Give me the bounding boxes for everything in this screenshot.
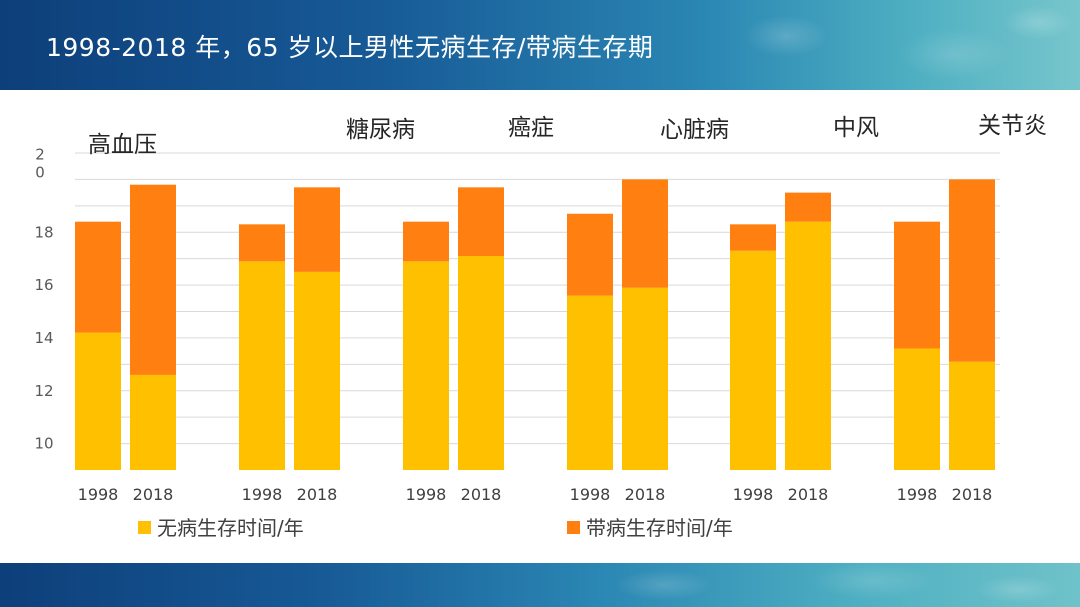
bar-healthy [730, 250, 776, 470]
group-label: 癌症 [508, 115, 554, 141]
x-tick-label: 1998 [242, 485, 283, 504]
bar-healthy [130, 374, 176, 470]
group-label: 心脏病 [660, 117, 729, 143]
y-tick-label: 12 [34, 382, 53, 400]
y-tick-label: 10 [34, 435, 53, 453]
group-label: 关节炎 [978, 113, 1047, 139]
bar-diseased [458, 187, 504, 257]
bar-diseased [894, 221, 940, 349]
x-tick-label: 2018 [461, 485, 502, 504]
x-tick-label: 1998 [570, 485, 611, 504]
legend-swatch [567, 521, 580, 534]
bar-healthy [75, 332, 121, 470]
header-band: 1998-2018 年，65 岁以上男性无病生存/带病生存期 [0, 0, 1080, 90]
bar-diseased [785, 192, 831, 222]
bar-healthy [894, 348, 940, 470]
bar-diseased [239, 224, 285, 262]
bar-diseased [622, 179, 668, 288]
bars [75, 179, 995, 470]
footer-band [0, 563, 1080, 607]
x-axis-ticks: 1998 2018 1998 2018 1998 2018 1998 2018 1998 2018… [78, 485, 993, 504]
group-label: 中风 [833, 115, 879, 141]
legend-label: 带病生存时间/年 [586, 516, 733, 540]
bar-healthy [567, 295, 613, 470]
group-label: 糖尿病 [346, 117, 415, 143]
bar-healthy [622, 287, 668, 470]
bar-healthy [403, 261, 449, 470]
grid-layer [75, 152, 1000, 445]
x-tick-label: 1998 [78, 485, 119, 504]
y-tick-label: 0 [35, 163, 45, 181]
y-tick-label: 14 [34, 329, 53, 347]
bar-healthy [458, 256, 504, 470]
bar-healthy [239, 261, 285, 470]
y-axis-ticks: 10 12 14 16 18 20 [34, 145, 53, 452]
legend: 无病生存时间/年 带病生存时间/年 [138, 516, 733, 540]
bar-diseased [130, 184, 176, 375]
legend-swatch [138, 521, 151, 534]
bar-diseased [730, 224, 776, 251]
x-tick-label: 1998 [897, 485, 938, 504]
page-title: 1998-2018 年，65 岁以上男性无病生存/带病生存期 [46, 33, 654, 62]
y-tick-label: 16 [34, 276, 53, 294]
bar-diseased [567, 213, 613, 296]
bar-diseased [294, 187, 340, 272]
x-tick-label: 1998 [406, 485, 447, 504]
bar-diseased [403, 221, 449, 262]
y-tick-label: 2 [35, 145, 45, 163]
x-tick-label: 2018 [297, 485, 338, 504]
bar-healthy [294, 271, 340, 470]
x-tick-label: 1998 [733, 485, 774, 504]
bar-diseased [75, 221, 121, 333]
x-tick-label: 2018 [952, 485, 993, 504]
x-tick-label: 2018 [625, 485, 666, 504]
bar-diseased [949, 179, 995, 362]
group-label: 高血压 [88, 132, 157, 158]
y-tick-label: 18 [34, 223, 53, 241]
x-tick-label: 2018 [788, 485, 829, 504]
x-tick-label: 2018 [133, 485, 174, 504]
bar-healthy [949, 361, 995, 470]
group-labels: 高血压 糖尿病 癌症 心脏病 中风 关节炎 [88, 113, 1047, 158]
bar-healthy [785, 221, 831, 470]
legend-label: 无病生存时间/年 [157, 516, 304, 540]
